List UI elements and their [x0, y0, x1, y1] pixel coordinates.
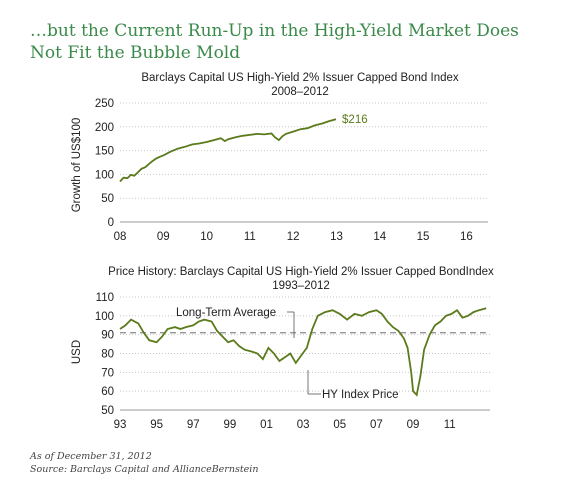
long-term-average-annotation: Long-Term Average [176, 307, 276, 319]
y-tick-label: 110 [96, 292, 114, 304]
x-tick-label: 11 [244, 231, 256, 243]
x-tick-label: 16 [460, 231, 473, 243]
x-tick-label: 97 [187, 419, 200, 431]
chart-top-subtitle: 2008–2012 [271, 86, 329, 98]
chart-bottom-y-axis-label: USD [71, 340, 83, 364]
source-note: Source: Barclays Capital and AllianceBer… [30, 464, 259, 475]
x-tick-label: 10 [200, 231, 213, 243]
y-tick-label: 50 [101, 405, 114, 417]
chart-top-title: Barclays Capital US High-Yield 2% Issuer… [141, 72, 459, 84]
x-tick-label: 12 [287, 231, 300, 243]
chart-top: Barclays Capital US High-Yield 2% Issuer… [71, 72, 488, 243]
y-tick-label: 100 [95, 169, 114, 181]
chart-top-gridlines [120, 102, 488, 223]
y-tick-label: 100 [95, 311, 114, 323]
x-tick-label: 11 [444, 419, 456, 431]
chart-top-y-axis-label: Growth of US$100 [71, 118, 83, 213]
y-tick-label: 150 [95, 146, 114, 158]
chart-bottom-title: Price History: Barclays Capital US High-… [108, 266, 494, 278]
y-tick-label: 80 [101, 349, 114, 361]
chart-bottom-gridlines [120, 296, 490, 411]
chart-top-y-ticks: 0 50 100 150 200 250 [95, 98, 114, 229]
x-tick-label: 01 [260, 419, 273, 431]
x-tick-label: 03 [297, 419, 310, 431]
y-tick-label: 60 [101, 386, 114, 398]
y-tick-label: 50 [101, 193, 114, 205]
x-tick-label: 99 [224, 419, 237, 431]
x-tick-label: 07 [370, 419, 383, 431]
y-tick-label: 70 [101, 367, 114, 379]
as-of-note: As of December 31, 2012 [30, 451, 152, 462]
chart-top-series-line [119, 118, 337, 183]
hy-index-price-annotation: HY Index Price [322, 389, 399, 401]
x-tick-label: 08 [114, 231, 127, 243]
x-tick-label: 05 [333, 419, 346, 431]
x-tick-label: 95 [150, 419, 163, 431]
chart-top-end-value-label: $216 [342, 114, 368, 126]
y-tick-label: 250 [95, 98, 114, 110]
x-tick-label: 09 [157, 231, 170, 243]
x-tick-label: 15 [417, 231, 430, 243]
chart-bottom-subtitle: 1993–2012 [272, 280, 330, 292]
chart-top-x-ticks: 08 09 10 11 12 13 14 15 16 [114, 231, 473, 243]
chart-bottom-y-ticks: 50 60 70 80 90 100 110 [95, 292, 114, 417]
headline: …but the Current Run-Up in the High-Yiel… [30, 21, 519, 63]
y-tick-label: 200 [95, 122, 114, 134]
y-tick-label: 90 [101, 330, 114, 342]
y-tick-label: 0 [108, 217, 114, 229]
x-tick-label: 13 [330, 231, 343, 243]
x-tick-label: 14 [373, 231, 386, 243]
chart-bottom: Price History: Barclays Capital US High-… [71, 266, 494, 431]
x-tick-label: 09 [407, 419, 420, 431]
chart-bottom-x-ticks: 93 95 97 99 01 03 05 07 09 11 [114, 419, 456, 431]
chart-bottom-series-line [119, 307, 487, 397]
x-tick-label: 93 [114, 419, 127, 431]
